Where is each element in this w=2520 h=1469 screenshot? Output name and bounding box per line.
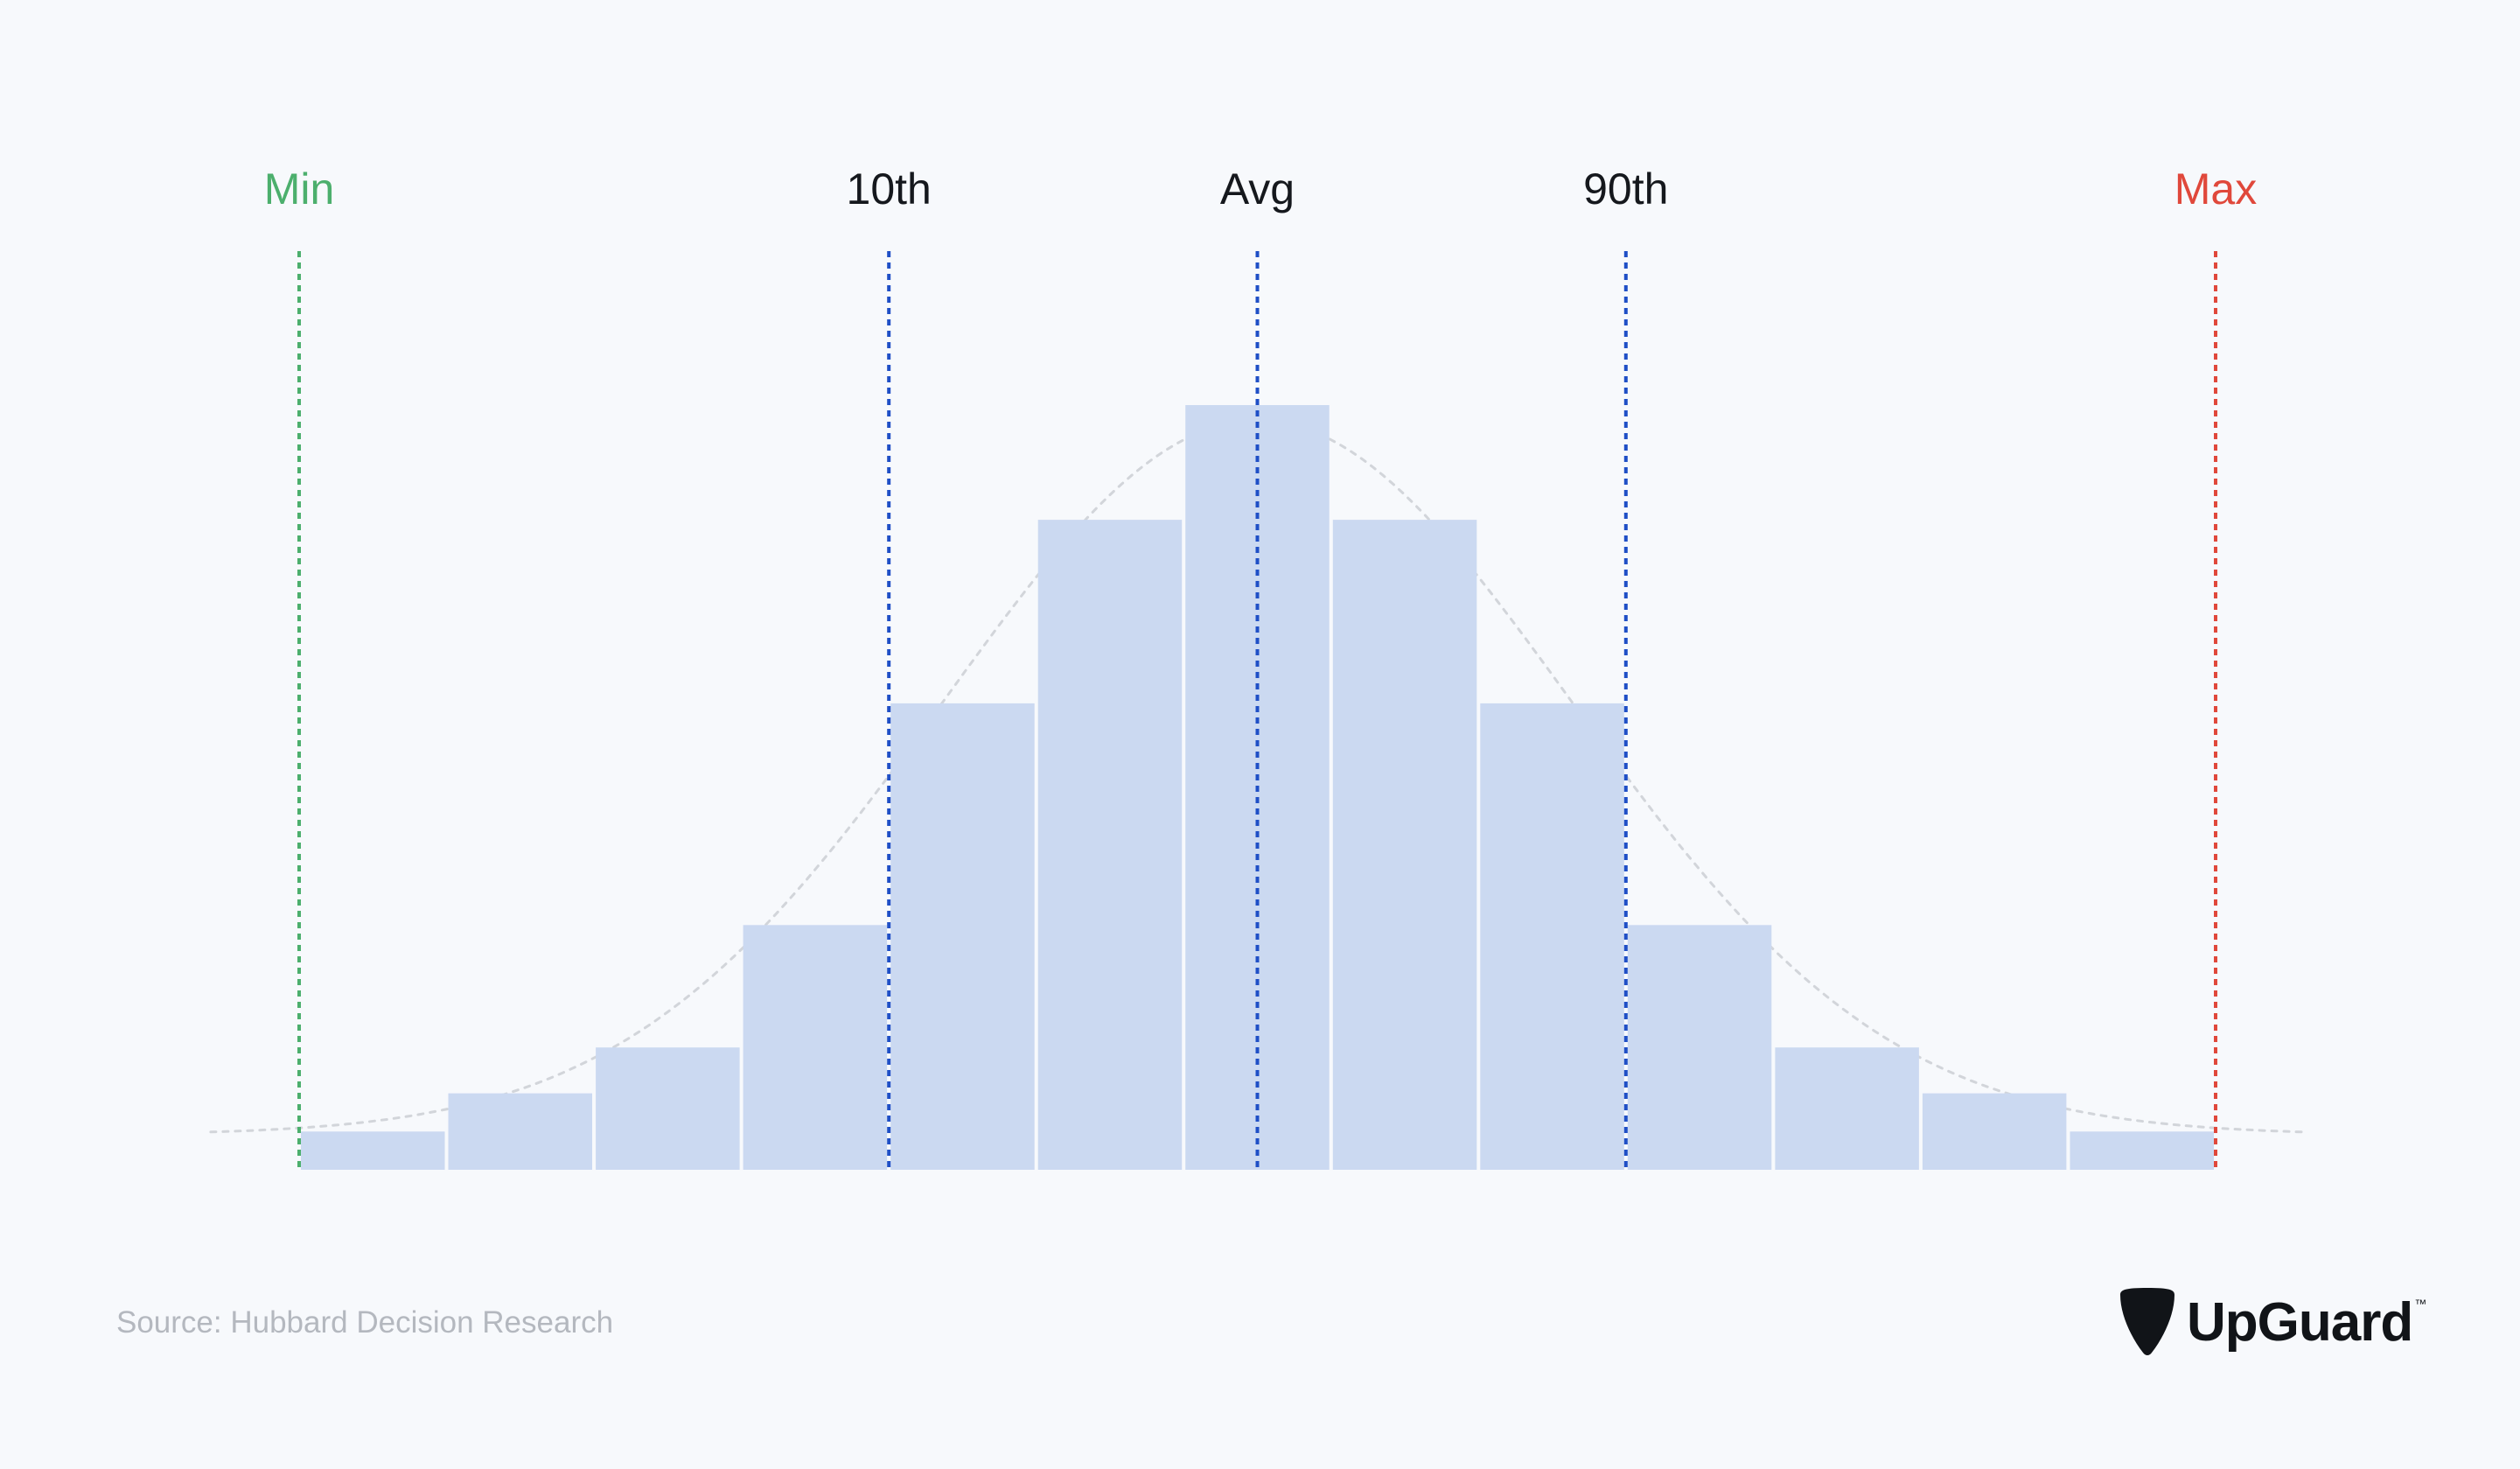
marker-label-min: Min (264, 164, 335, 213)
normal-distribution-curve (209, 418, 2306, 1134)
marker-label-10th: 10th (847, 164, 932, 213)
brand-name: UpGuard (2187, 1291, 2413, 1353)
marker-label-90th: 90th (1583, 164, 1668, 213)
histogram-bar-13 (2070, 1131, 2214, 1170)
brand-logo: UpGuard ™ (2117, 1283, 2426, 1361)
histogram-bar-11 (1775, 1047, 1919, 1170)
marker-lines-layer (297, 251, 2217, 1170)
histogram-bar-6 (1037, 520, 1183, 1170)
histogram-bar-12 (1922, 1093, 2067, 1170)
marker-label-max: Max (2174, 164, 2257, 213)
bars-layer (301, 405, 2214, 1170)
marker-labels-layer: Min 10th Avg 90th Max (264, 164, 2258, 213)
brand-trademark: ™ (2414, 1297, 2427, 1311)
guitar-pick-shield-icon (2120, 1288, 2174, 1355)
histogram-bar-2 (448, 1093, 592, 1170)
histogram-bar-5 (890, 703, 1035, 1170)
histogram-bar-9 (1480, 703, 1624, 1170)
marker-label-avg: Avg (1220, 164, 1295, 213)
normal-curve-layer (209, 418, 2306, 1134)
histogram-bar-4 (743, 925, 888, 1170)
histogram-bar-3 (596, 1047, 740, 1170)
source-note: Source: Hubbard Decision Research (116, 1305, 614, 1340)
histogram-bar-10 (1627, 925, 1772, 1170)
histogram-bar-8 (1332, 520, 1477, 1170)
histogram-bar-1 (301, 1131, 445, 1170)
